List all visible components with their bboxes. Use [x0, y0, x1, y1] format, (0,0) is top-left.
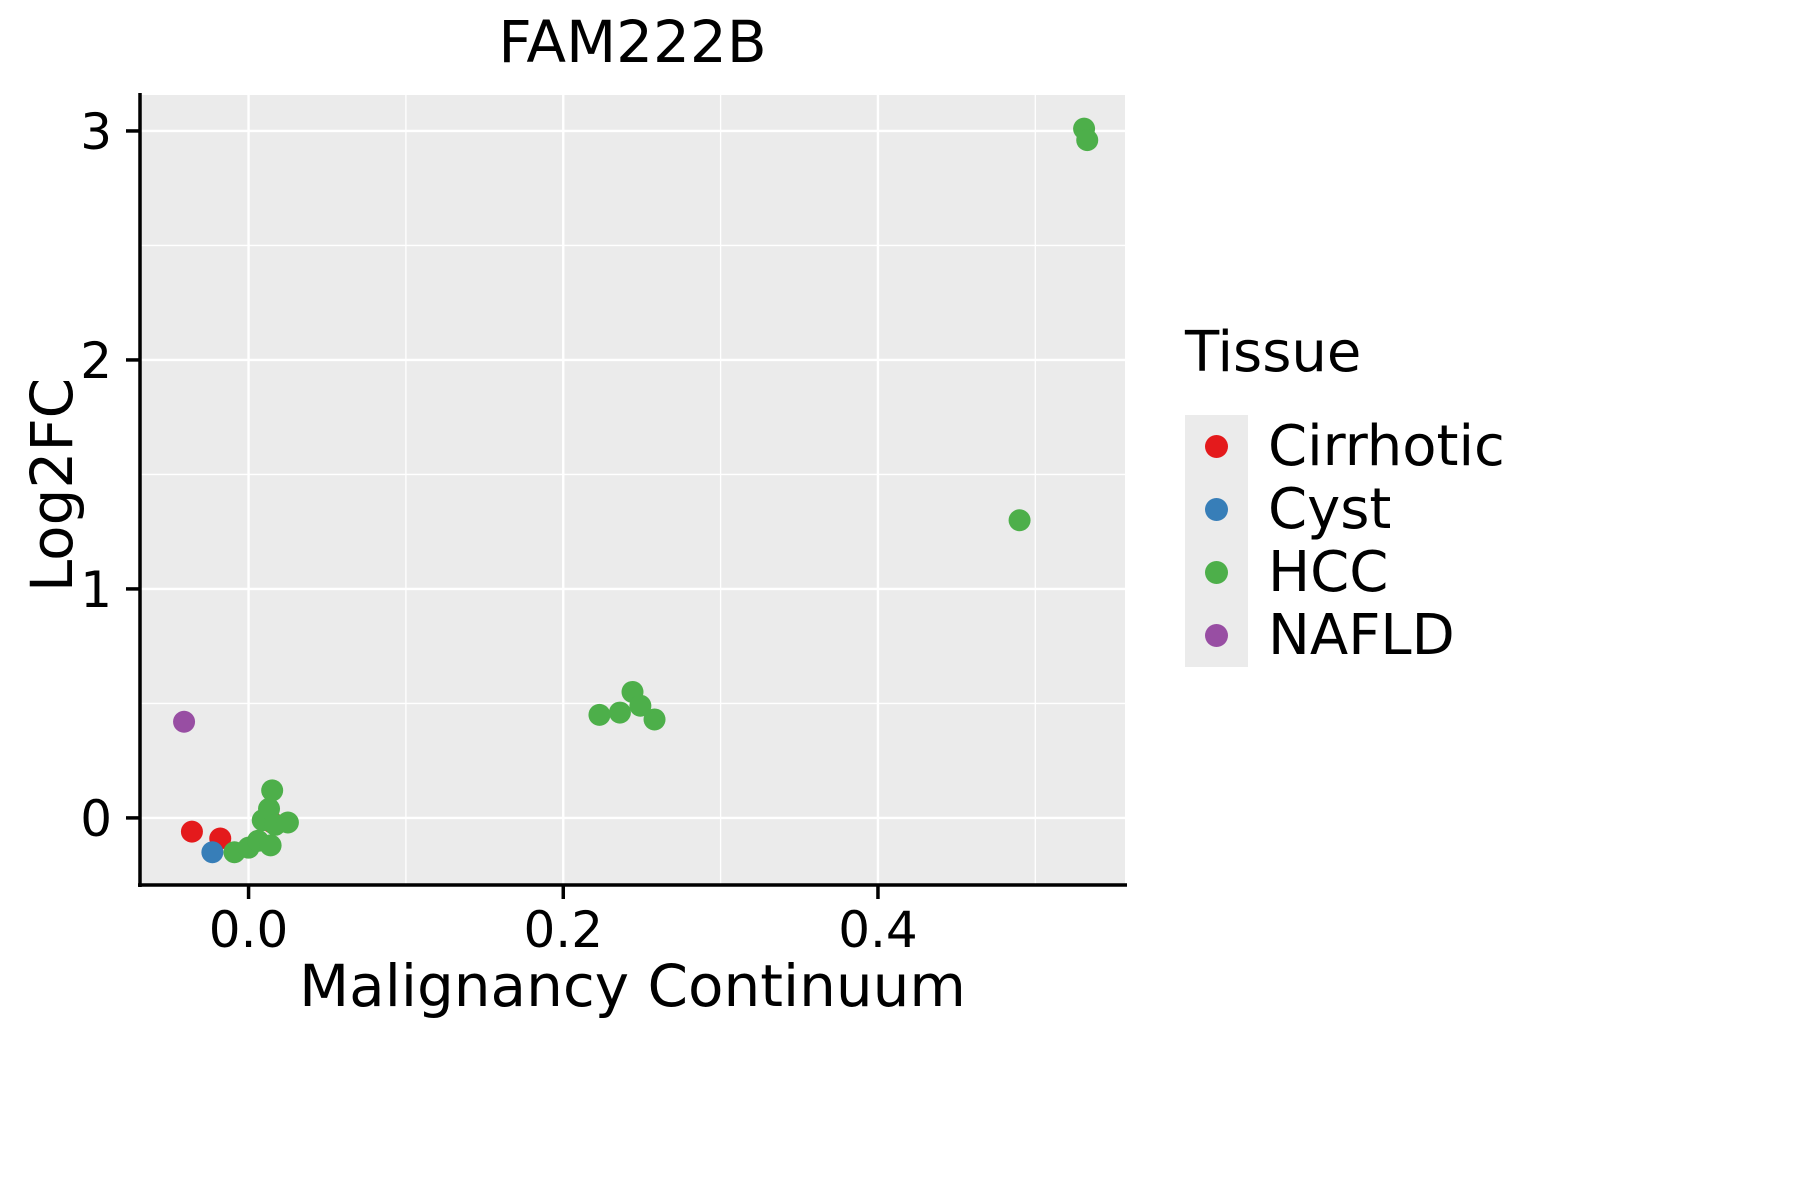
legend-label: Cyst — [1268, 477, 1392, 542]
legend-dot-cyst — [1205, 498, 1228, 521]
y-axis-label: Log2FC — [18, 377, 86, 593]
y-tick-label: 0 — [80, 790, 112, 848]
y-tick-label: 1 — [80, 561, 112, 619]
data-point-hcc — [276, 811, 299, 834]
legend-label: Cirrhotic — [1268, 414, 1505, 479]
legend: Tissue Cirrhotic Cyst HCC NAFLD — [1185, 320, 1505, 668]
legend-label: NAFLD — [1268, 603, 1455, 668]
legend-label: HCC — [1268, 540, 1389, 605]
y-tick-label: 3 — [80, 103, 112, 161]
data-point-hcc — [1008, 509, 1031, 532]
data-point-hcc — [588, 703, 611, 726]
data-point-hcc — [261, 779, 284, 802]
legend-key — [1185, 415, 1248, 478]
x-tick-label: 0.2 — [524, 901, 604, 959]
y-tick-label: 2 — [80, 332, 112, 390]
data-point-hcc — [608, 701, 631, 724]
legend-title: Tissue — [1185, 320, 1362, 385]
legend-key — [1185, 604, 1248, 667]
legend-item-hcc: HCC — [1185, 540, 1505, 605]
legend-dot-cirrhotic — [1205, 435, 1228, 458]
legend-key — [1185, 541, 1248, 604]
legend-item-cirrhotic: Cirrhotic — [1185, 414, 1505, 479]
legend-dot-nafld — [1205, 624, 1228, 647]
x-tick-label: 0.0 — [209, 901, 289, 959]
chart-title: FAM222B — [498, 8, 767, 76]
data-point-nafld — [173, 710, 196, 733]
x-tick-label: 0.4 — [838, 901, 918, 959]
data-point-hcc — [629, 694, 652, 717]
plot-panel — [140, 95, 1125, 885]
legend-item-cyst: Cyst — [1185, 477, 1505, 542]
legend-item-nafld: NAFLD — [1185, 603, 1505, 668]
data-point-hcc — [643, 708, 666, 731]
data-point-cirrhotic — [180, 820, 203, 843]
data-point-hcc — [259, 834, 282, 857]
legend-dot-hcc — [1205, 561, 1228, 584]
data-point-cyst — [201, 841, 224, 864]
legend-key — [1185, 478, 1248, 541]
data-point-hcc — [1076, 129, 1099, 152]
x-axis-label: Malignancy Continuum — [299, 952, 966, 1020]
